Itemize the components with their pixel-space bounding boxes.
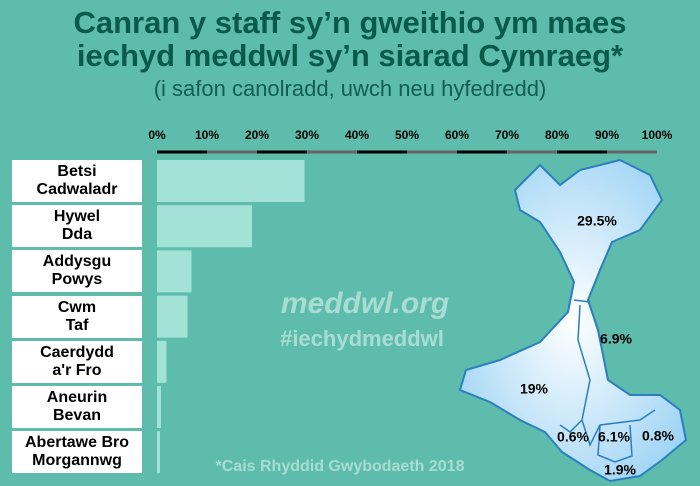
map-value-label: 0.8%: [642, 428, 674, 444]
category-label: Hywel Dda: [12, 205, 142, 248]
map-value-label: 0.6%: [557, 429, 589, 445]
map-value-label: 6.1%: [598, 429, 630, 445]
x-tick-label: 20%: [245, 128, 269, 142]
footnote: *Cais Rhyddid Gwybodaeth 2018: [216, 458, 465, 475]
map-value-label: 6.9%: [600, 331, 632, 347]
map-border: [573, 299, 591, 303]
bar: [157, 295, 188, 338]
watermark: meddwl.org: [281, 287, 449, 320]
map-value-label: 29.5%: [577, 213, 617, 229]
category-label: Addysgu Powys: [12, 250, 142, 293]
bar: [157, 250, 192, 293]
x-tick-label: 40%: [345, 128, 369, 142]
map-border: [597, 424, 633, 463]
category-label: Caerdydd a'r Fro: [12, 340, 142, 383]
x-tick-label: 70%: [495, 128, 519, 142]
bar: [157, 386, 161, 428]
map-border: [559, 419, 583, 433]
x-tick-label: 100%: [642, 128, 673, 142]
category-label: Abertawe Bro Morgannwg: [12, 431, 142, 474]
bar: [157, 431, 160, 474]
bar: [157, 340, 167, 383]
chart-subtitle: (i safon canolradd, uwch neu hyfedredd): [153, 76, 547, 101]
x-tick-label: 30%: [295, 128, 319, 142]
map-border: [577, 304, 656, 447]
wales-map: [458, 158, 688, 483]
x-tick-label: 10%: [195, 128, 219, 142]
map-outline: [458, 158, 688, 483]
category-label: Betsi Cadwaladr: [12, 160, 142, 202]
map-value-label: 19%: [520, 381, 549, 397]
category-label: Cwm Taf: [12, 295, 142, 338]
x-tick-label: 0%: [148, 128, 166, 142]
bar: [157, 205, 252, 248]
map-value-label: 1.9%: [604, 462, 636, 478]
chart-title: Canran y staff sy’n gweithio ym maes iec…: [73, 5, 627, 73]
x-tick-label: 60%: [445, 128, 469, 142]
bar: [157, 160, 305, 202]
x-tick-label: 50%: [395, 128, 419, 142]
category-label: Aneurin Bevan: [12, 386, 142, 428]
hashtag: #iechydmeddwl: [280, 326, 444, 351]
x-tick-label: 80%: [545, 128, 569, 142]
x-tick-label: 90%: [595, 128, 619, 142]
